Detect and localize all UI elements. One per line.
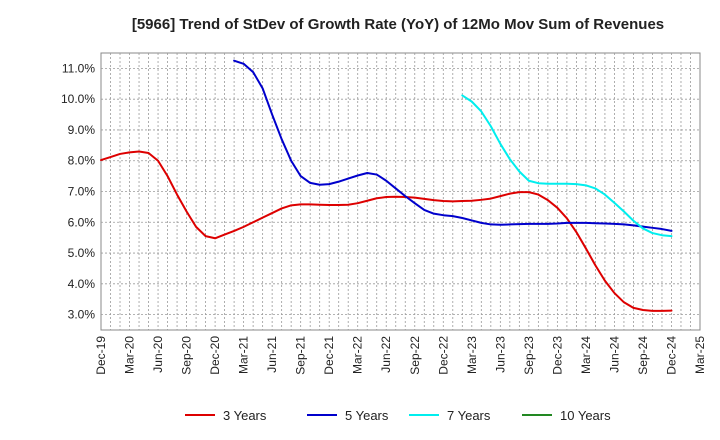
y-tick-label: 3.0% bbox=[68, 308, 96, 322]
x-tick-label: Mar-21 bbox=[237, 336, 251, 374]
y-tick-label: 7.0% bbox=[68, 185, 96, 199]
x-tick-label: Sep-22 bbox=[408, 336, 422, 375]
x-tick-label: Jun-23 bbox=[493, 336, 507, 373]
series-line-5-years bbox=[233, 59, 673, 232]
plot-area: 3.0% 4.0% 5.0% 6.0% 7.0% 8.0% 9.0% 10.0% 11.0% De… bbox=[61, 52, 707, 375]
x-tick-label: Dec-24 bbox=[664, 336, 678, 375]
x-tick-label: Sep-24 bbox=[636, 336, 650, 375]
series-line-3-years bbox=[100, 150, 673, 312]
legend-label-7-years: 7 Years bbox=[447, 408, 491, 423]
legend-label-3-years: 3 Years bbox=[223, 408, 267, 423]
x-tick-label: Dec-23 bbox=[550, 336, 564, 375]
legend-label-5-years: 5 Years bbox=[345, 408, 389, 423]
x-tick-label: Mar-20 bbox=[123, 336, 137, 374]
y-tick-label: 8.0% bbox=[68, 154, 96, 168]
y-tick-label: 10.0% bbox=[61, 92, 95, 106]
legend: 3 Years 5 Years 7 Years 10 Years bbox=[185, 408, 611, 423]
x-tick-label: Dec-20 bbox=[208, 336, 222, 375]
y-tick-label: 6.0% bbox=[68, 215, 96, 229]
x-tick-label: Sep-20 bbox=[180, 336, 194, 375]
x-tick-label: Jun-24 bbox=[607, 336, 621, 373]
x-tick-label: Dec-22 bbox=[436, 336, 450, 375]
y-tick-label: 9.0% bbox=[68, 123, 96, 137]
series-line-7-years bbox=[461, 94, 673, 238]
x-tick-label: Mar-23 bbox=[465, 336, 479, 374]
y-tick-label: 4.0% bbox=[68, 277, 96, 291]
x-tick-label: Sep-23 bbox=[522, 336, 536, 375]
y-tick-label: 5.0% bbox=[68, 246, 96, 260]
y-tick-label: 11.0% bbox=[62, 61, 95, 75]
x-tick-label: Dec-21 bbox=[322, 336, 336, 375]
x-tick-label: Jun-21 bbox=[265, 336, 279, 373]
x-tick-label: Mar-24 bbox=[579, 336, 593, 374]
chart-title: [5966] Trend of StDev of Growth Rate (Yo… bbox=[132, 16, 664, 33]
x-tick-label: Dec-19 bbox=[94, 336, 108, 375]
x-tick-label: Mar-22 bbox=[351, 336, 365, 374]
x-tick-label: Mar-25 bbox=[693, 336, 707, 374]
x-tick-label: Jun-20 bbox=[151, 336, 165, 373]
legend-label-10-years: 10 Years bbox=[560, 408, 611, 423]
x-tick-label: Sep-21 bbox=[294, 336, 308, 375]
x-tick-label: Jun-22 bbox=[379, 336, 393, 373]
